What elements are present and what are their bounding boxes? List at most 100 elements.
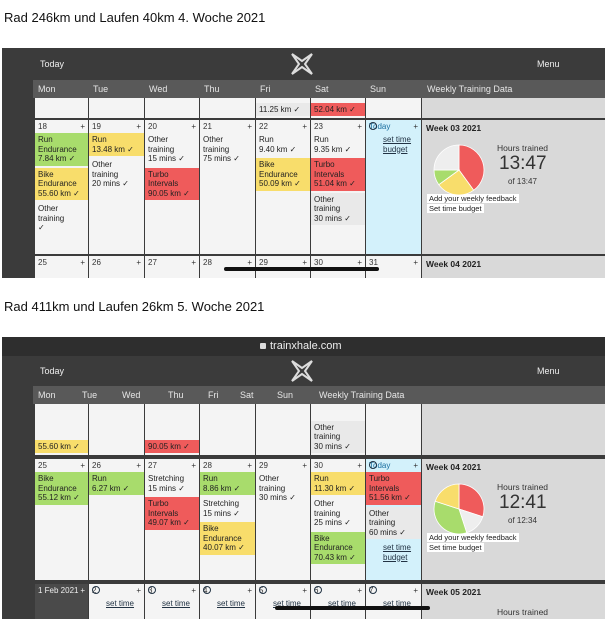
day-cell <box>89 98 144 118</box>
add-button[interactable]: + <box>191 258 196 267</box>
entry-text: 8.86 km ✓ <box>203 483 241 493</box>
column-header: Fri <box>260 84 271 94</box>
summary-button[interactable]: Add your weekly feedback <box>427 533 519 542</box>
set-time-link[interactable]: set time budget <box>366 122 421 156</box>
add-button[interactable]: + <box>136 586 141 595</box>
add-button[interactable]: + <box>80 258 85 267</box>
date: 28 <box>203 258 212 267</box>
summary-button[interactable]: Set time budget <box>427 204 484 213</box>
add-button[interactable]: + <box>302 258 307 267</box>
add-button[interactable]: + <box>357 122 362 131</box>
date: 22 <box>259 122 268 131</box>
set-time-link[interactable]: set time <box>145 586 199 611</box>
entry-text: Other <box>314 422 335 432</box>
day-header: Today + <box>366 120 421 133</box>
add-button[interactable]: + <box>247 586 252 595</box>
add-button[interactable]: + <box>357 461 362 470</box>
clock-icon <box>314 586 322 594</box>
add-button[interactable]: + <box>302 122 307 131</box>
day-header: Today + <box>366 459 421 472</box>
entry-text: 9.35 km ✓ <box>314 144 352 154</box>
entry-text: 15 mins ✓ <box>203 508 240 518</box>
pie-slice <box>458 483 485 518</box>
workout-entry: Bike Endurance 55.60 km ✓ <box>35 167 88 200</box>
hours-value: 12:41 <box>499 492 547 513</box>
add-button[interactable]: + <box>413 258 418 267</box>
today-button[interactable]: Today <box>40 366 65 376</box>
day-header: 19 + <box>89 120 144 133</box>
column-header: Sun <box>370 84 387 94</box>
logo-shape <box>291 360 313 382</box>
entry-text: Run <box>259 135 274 144</box>
workout-entry: Bike Endurance 55.12 km ✓ <box>35 472 88 505</box>
url[interactable]: trainxhale.com <box>270 340 342 352</box>
week-title: Week 05 2021 <box>426 587 482 597</box>
add-button[interactable]: + <box>302 586 307 595</box>
day-cell: 2 + set time <box>89 584 144 619</box>
entry-text: budget <box>383 144 408 154</box>
week-title: Week 03 2021 <box>426 123 482 133</box>
day-header: 27 + <box>145 256 199 269</box>
add-button[interactable]: + <box>80 122 85 131</box>
entry-text: Bike <box>38 169 54 179</box>
column-header-row <box>33 386 605 404</box>
home-indicator <box>224 267 379 271</box>
menu-button[interactable]: Menu <box>537 366 560 376</box>
set-time-link[interactable]: set time <box>89 586 144 611</box>
entry-text: Other <box>92 160 113 169</box>
day-cell <box>89 404 144 455</box>
entry-text: Bike <box>38 474 54 483</box>
workout-entry: Turbo Intervals 51.56 km ✓ <box>366 472 421 505</box>
add-button[interactable]: + <box>357 586 362 595</box>
pie-chart <box>433 483 485 535</box>
workout-entry: Other training 30 mins ✓ <box>311 192 365 225</box>
add-button[interactable]: + <box>136 258 141 267</box>
day-cell: 30 + Run 11.30 km ✓ Other training 25 mins ✓ Bi… <box>311 459 365 580</box>
entry-text: Run <box>92 135 107 144</box>
entry-text: 15 mins ✓ <box>148 154 185 163</box>
entry-text: 55.12 km ✓ <box>38 493 80 502</box>
add-button[interactable]: + <box>247 122 252 131</box>
today-button[interactable]: Today <box>40 59 65 69</box>
add-button[interactable]: + <box>80 461 85 470</box>
add-button[interactable]: + <box>191 586 196 595</box>
set-time-link[interactable]: set time <box>200 586 255 611</box>
caption: Rad 246km und Laufen 40km 4. Woche 2021 <box>4 10 266 25</box>
date: 27 <box>148 461 157 470</box>
workout-entry: 11.25 km ✓ <box>256 102 310 116</box>
set-time-link[interactable]: set time budget <box>366 461 421 564</box>
entry-text: Endurance <box>203 533 242 543</box>
entry-text: 20 mins ✓ <box>92 179 129 188</box>
add-button[interactable]: + <box>302 461 307 470</box>
workout-entry: Turbo Intervals 90.05 km ✓ <box>145 167 199 200</box>
summary-button[interactable]: Set time budget <box>427 543 484 552</box>
add-button[interactable]: + <box>247 461 252 470</box>
column-header: Sat <box>315 84 329 94</box>
add-button[interactable]: + <box>413 461 418 470</box>
entry-text: 30 mins ✓ <box>259 493 296 502</box>
set-time-link[interactable]: set time <box>256 586 310 611</box>
day-cell: 11.25 km ✓ <box>256 98 310 118</box>
pie-slice <box>433 144 460 171</box>
add-button[interactable]: + <box>191 122 196 131</box>
add-button[interactable]: + <box>80 586 85 595</box>
add-button[interactable]: + <box>357 258 362 267</box>
entry-text: ✓ <box>38 223 45 232</box>
add-button[interactable]: + <box>191 461 196 470</box>
add-button[interactable]: + <box>247 258 252 267</box>
workout-entry: Bike Endurance 70.43 km ✓ <box>311 531 365 564</box>
menu-button[interactable]: Menu <box>537 59 560 69</box>
add-button[interactable]: + <box>136 122 141 131</box>
column-header-row <box>33 80 605 98</box>
add-button[interactable]: + <box>413 122 418 131</box>
day-cell: 25 + Bike Endurance 55.12 km ✓ <box>35 459 88 580</box>
set-time-link[interactable]: set time <box>311 586 365 611</box>
workout-entry: 52.04 km ✓ <box>311 102 365 116</box>
add-button[interactable]: + <box>136 461 141 470</box>
day-header: 25 + <box>35 459 88 472</box>
workout-entry: Other training 60 mins ✓ <box>366 506 421 539</box>
day-header: 23 + <box>311 120 365 133</box>
set-time-link[interactable]: set time <box>366 586 421 611</box>
add-button[interactable]: + <box>413 586 418 595</box>
summary-button[interactable]: Add your weekly feedback <box>427 194 519 203</box>
